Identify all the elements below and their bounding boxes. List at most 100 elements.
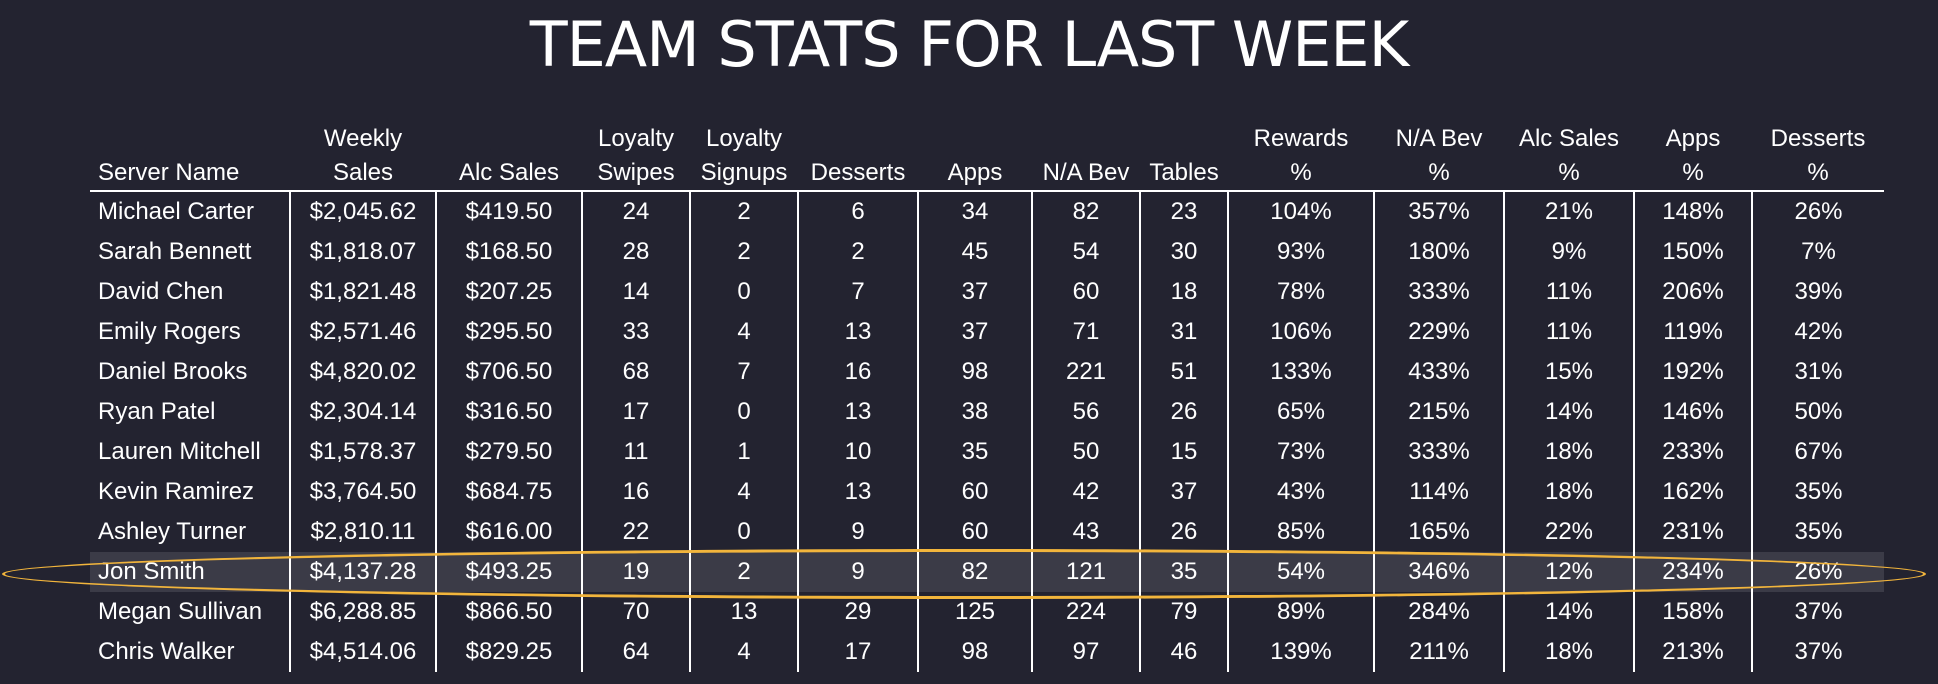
stat-cell: 14% [1503, 392, 1634, 432]
column-header: N/A Bev % [1374, 122, 1504, 192]
table-row: Jon Smith $4,137.28 $493.25 19 2 9 82 121 35 54% 3… [90, 552, 1884, 592]
stat-cell: 89% [1227, 592, 1374, 632]
stat-cell: 165% [1373, 512, 1504, 552]
server-name-cell: David Chen [98, 278, 224, 305]
stat-cell: 54% [1227, 552, 1374, 592]
stat-cell: 16 [797, 352, 918, 392]
stat-cell: 14% [1503, 592, 1634, 632]
stat-cell: 106% [1227, 312, 1374, 352]
stat-cell: 125 [917, 592, 1032, 632]
stat-cell: 42% [1751, 312, 1884, 352]
stat-cell: 79 [1139, 592, 1228, 632]
stat-cell: 26 [1139, 512, 1228, 552]
stat-cell: 346% [1373, 552, 1504, 592]
stat-cell: 213% [1633, 632, 1752, 672]
stat-cell: 4 [689, 312, 798, 352]
stat-cell: 139% [1227, 632, 1374, 672]
stat-cell: 333% [1373, 432, 1504, 472]
server-name-cell: Kevin Ramirez [98, 478, 255, 505]
stat-cell: 229% [1373, 312, 1504, 352]
stat-cell: 56 [1031, 392, 1140, 432]
stat-cell: 1 [689, 432, 798, 472]
stat-cell: 35 [1139, 552, 1228, 592]
column-header: Apps % [1634, 122, 1752, 192]
stat-cell: 28 [581, 232, 690, 272]
stat-cell: 93% [1227, 232, 1374, 272]
header-row: Server Name Weekly Sales Alc Sales Loyalty … [90, 122, 1884, 192]
stat-cell: $6,288.85 [289, 592, 436, 632]
stat-cell: 15 [1139, 432, 1228, 472]
stat-cell: 26% [1751, 191, 1884, 232]
table-row: Megan Sullivan $6,288.85 $866.50 70 13 29 125 2… [90, 592, 1884, 632]
stat-cell: 11 [581, 432, 690, 472]
server-name-cell: Michael Carter [98, 198, 255, 225]
stat-cell: $829.25 [435, 632, 582, 672]
stat-cell: $207.25 [435, 272, 582, 312]
server-name-cell: Megan Sullivan [98, 598, 263, 625]
stat-cell: 71 [1031, 312, 1140, 352]
stat-cell: 13 [689, 592, 798, 632]
stat-cell: $4,137.28 [289, 552, 436, 592]
table-row: Ashley Turner $2,810.11 $616.00 22 0 9 60 43 26 8… [90, 512, 1884, 552]
stat-cell: $2,045.62 [289, 191, 436, 232]
server-name-cell: Emily Rogers [98, 318, 241, 345]
stat-cell: $168.50 [435, 232, 582, 272]
stat-cell: 22 [581, 512, 690, 552]
stat-cell: 37 [1139, 472, 1228, 512]
stat-cell: 33 [581, 312, 690, 352]
column-header: Alc Sales [436, 122, 582, 192]
stat-cell: 64 [581, 632, 690, 672]
stat-cell: 70 [581, 592, 690, 632]
table-row: Michael Carter $2,045.62 $419.50 24 2 6 34 82 23… [90, 191, 1884, 232]
column-header: Server Name [90, 122, 290, 192]
stat-cell: 231% [1633, 512, 1752, 552]
stat-cell: 4 [689, 632, 798, 672]
stat-cell: $866.50 [435, 592, 582, 632]
server-name-cell: Sarah Bennett [98, 238, 252, 265]
stat-cell: 158% [1633, 592, 1752, 632]
stat-cell: 45 [917, 232, 1032, 272]
column-header: Rewards % [1228, 122, 1374, 192]
stat-cell: $3,764.50 [289, 472, 436, 512]
table-row: Emily Rogers $2,571.46 $295.50 33 4 13 37 71 31 1… [90, 312, 1884, 352]
table-row: Chris Walker $4,514.06 $829.25 64 4 17 98 97 46 1… [90, 632, 1884, 672]
stat-cell: 98 [917, 352, 1032, 392]
stat-cell: 17 [797, 632, 918, 672]
stat-cell: 13 [797, 472, 918, 512]
stat-cell: 38 [917, 392, 1032, 432]
stat-cell: 24 [581, 191, 690, 232]
stat-cell: 82 [1031, 191, 1140, 232]
stat-cell: 51 [1139, 352, 1228, 392]
server-name-cell: Ashley Turner [98, 518, 247, 545]
stat-cell: 22% [1503, 512, 1634, 552]
stat-cell: 433% [1373, 352, 1504, 392]
stat-cell: 221 [1031, 352, 1140, 392]
stat-cell: 192% [1633, 352, 1752, 392]
stat-cell: 7% [1751, 232, 1884, 272]
stat-cell: 29 [797, 592, 918, 632]
stat-cell: 19 [581, 552, 690, 592]
stat-cell: 146% [1633, 392, 1752, 432]
stat-cell: 26% [1751, 552, 1884, 592]
table-row: Sarah Bennett $1,818.07 $168.50 28 2 2 45 54 30 9… [90, 232, 1884, 272]
stat-cell: 68 [581, 352, 690, 392]
stat-cell: 7 [689, 352, 798, 392]
stat-cell: 0 [689, 272, 798, 312]
stat-cell: 26 [1139, 392, 1228, 432]
table-row: Daniel Brooks $4,820.02 $706.50 68 7 16 98 221 5… [90, 352, 1884, 392]
stat-cell: 67% [1751, 432, 1884, 472]
stat-cell: 37% [1751, 632, 1884, 672]
stat-cell: 60 [917, 512, 1032, 552]
stat-cell: 14 [581, 272, 690, 312]
stat-cell: 2 [689, 232, 798, 272]
stat-cell: $1,578.37 [289, 432, 436, 472]
server-name-cell: Daniel Brooks [98, 358, 248, 385]
stat-cell: 9 [797, 552, 918, 592]
stat-cell: 0 [689, 392, 798, 432]
stat-cell: 6 [797, 191, 918, 232]
stat-cell: 9 [797, 512, 918, 552]
stat-cell: 46 [1139, 632, 1228, 672]
stat-cell: 37 [917, 312, 1032, 352]
stat-cell: $706.50 [435, 352, 582, 392]
stat-cell: 15% [1503, 352, 1634, 392]
